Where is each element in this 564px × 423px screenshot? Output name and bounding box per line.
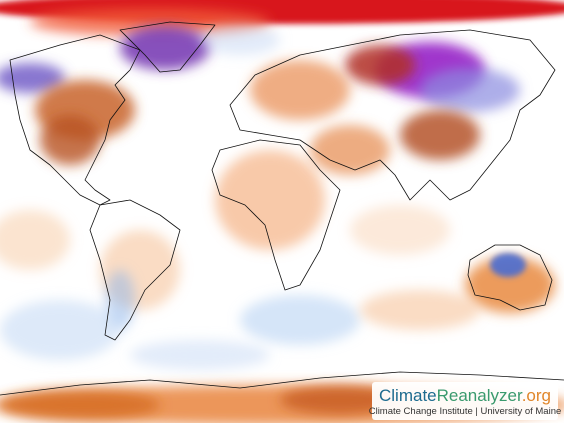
- logo-name-part: Reanalyzer: [437, 386, 523, 405]
- australia: [467, 244, 553, 311]
- anomaly-patch: [120, 26, 210, 70]
- anomaly-patch: [345, 45, 415, 85]
- anomaly-patch: [200, 25, 280, 55]
- north-america: [9, 34, 141, 206]
- anomaly-patch: [0, 63, 65, 93]
- greenland: [119, 21, 216, 73]
- anomaly-patch: [40, 115, 100, 165]
- anomaly-patch: [465, 257, 555, 313]
- anomaly-patch: [30, 8, 270, 36]
- logo: ClimateReanalyzer.org Climate Change Ins…: [369, 382, 562, 420]
- south-america: [89, 199, 181, 341]
- anomaly-patch: [350, 205, 450, 255]
- anomaly-patch: [490, 253, 526, 277]
- anomaly-patch: [280, 386, 400, 414]
- africa: [211, 139, 341, 291]
- eurasia: [229, 29, 556, 201]
- anomaly-patch: [0, 300, 120, 360]
- logo-domain: .org: [522, 386, 551, 405]
- anomaly-patch: [360, 290, 480, 330]
- anomaly-patch: [0, 390, 160, 420]
- coastlines: [0, 21, 564, 396]
- anomaly-patch: [310, 125, 390, 175]
- logo-name-part: Climate: [379, 386, 437, 405]
- anomaly-patch: [105, 270, 135, 330]
- anomaly-patch: [400, 110, 480, 160]
- anomaly-patch: [215, 150, 325, 250]
- anomaly-patch: [250, 60, 350, 120]
- logo-box: [372, 382, 558, 420]
- anomaly-patch: [0, 210, 70, 270]
- antarctica: [0, 371, 564, 396]
- logo-credit: Climate Change Institute | University of…: [369, 406, 562, 417]
- anomaly-patch: [130, 340, 270, 370]
- logo-title: ClimateReanalyzer.org: [379, 386, 551, 405]
- anomaly-patch: [240, 295, 360, 345]
- anomaly-patch: [420, 68, 520, 112]
